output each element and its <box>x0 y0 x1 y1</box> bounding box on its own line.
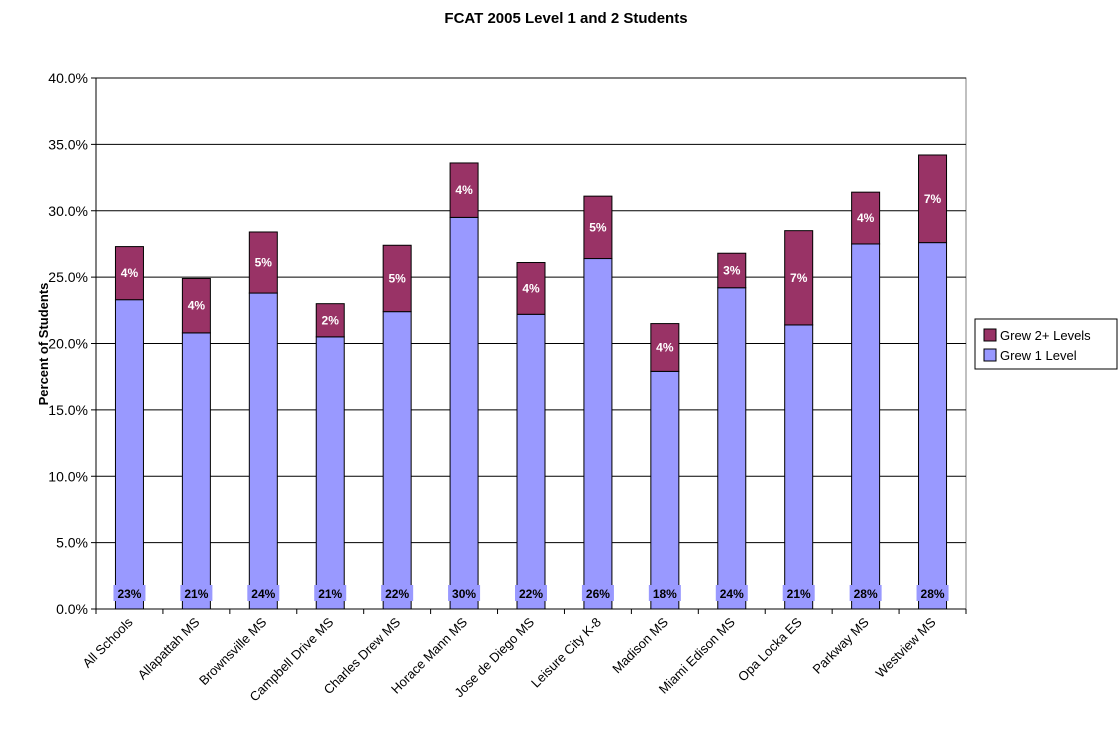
data-label-grew-1: 30% <box>452 587 476 601</box>
bar-grew-2-plus-levels <box>851 191 881 245</box>
y-tick-label: 0.0% <box>56 601 88 617</box>
bar-grew-1-level <box>784 324 814 610</box>
bar-grew-1-level <box>449 216 479 610</box>
y-tick-label: 20.0% <box>48 336 88 352</box>
legend-label: Grew 1 Level <box>1000 348 1077 363</box>
data-label-grew-1: 26% <box>586 587 610 601</box>
bar-grew-2-plus-levels <box>382 244 412 313</box>
y-tick-label: 25.0% <box>48 269 88 285</box>
y-tick-label: 40.0% <box>48 70 88 86</box>
bar-grew-2-plus-levels <box>717 252 747 289</box>
x-category-label: Westview MS <box>873 614 939 680</box>
data-label-background <box>715 585 748 601</box>
data-label-background <box>515 585 547 601</box>
x-category-label: Leisure City K-8 <box>528 615 604 691</box>
y-tick-label: 30.0% <box>48 203 88 219</box>
data-label-background <box>581 585 614 601</box>
data-label-grew-1: 24% <box>720 587 744 601</box>
chart-title: FCAT 2005 Level 1 and 2 Students <box>444 10 687 27</box>
data-label-grew-2-plus: 4% <box>455 183 473 197</box>
x-category-label: All Schools <box>80 614 136 670</box>
data-label-grew-1: 28% <box>854 587 878 601</box>
data-label-background <box>381 585 414 601</box>
bar-grew-2-plus-levels <box>449 162 479 218</box>
bar-grew-2-plus-levels <box>248 231 278 294</box>
bar-grew-2-plus-levels <box>583 195 613 260</box>
data-label-grew-2-plus: 5% <box>388 271 406 285</box>
data-label-background <box>849 585 882 601</box>
data-label-grew-1: 21% <box>184 587 208 601</box>
data-label-grew-2-plus: 3% <box>723 263 741 277</box>
x-category-label: Allapattah MS <box>135 614 203 682</box>
data-label-background <box>448 585 481 601</box>
plot-area: 0.0% 5.0% 10.0% 15.0% 20.0% 25.0% 30.0% 35.0% 40… <box>48 70 967 704</box>
data-label-background <box>782 585 815 601</box>
y-tick-label: 5.0% <box>56 535 88 551</box>
bar-grew-1-level <box>918 242 948 610</box>
bar-grew-2-plus-levels <box>181 277 211 334</box>
data-label-grew-2-plus: 4% <box>656 340 674 354</box>
bar-grew-1-level <box>650 370 680 610</box>
data-label-grew-1: 21% <box>787 587 811 601</box>
bar-grew-2-plus-levels <box>784 230 814 326</box>
x-category-label: Madison MS <box>609 614 671 676</box>
legend: Grew 2+ Levels Grew 1 Level <box>974 318 1118 370</box>
y-tick-label: 10.0% <box>48 468 88 484</box>
legend-swatch-grew-2-plus <box>983 328 997 342</box>
x-category-label: Parkway MS <box>810 614 872 676</box>
data-label-background <box>916 585 949 601</box>
bar-grew-1-level <box>181 332 211 610</box>
data-label-grew-1: 24% <box>251 587 275 601</box>
bar-grew-2-plus-levels <box>315 303 345 338</box>
bar-grew-1-level <box>851 243 881 610</box>
data-label-grew-2-plus: 7% <box>924 192 942 206</box>
data-label-grew-2-plus: 4% <box>522 281 540 295</box>
legend-swatch-grew-1 <box>983 348 997 362</box>
bar-grew-1-level <box>382 311 412 610</box>
data-label-grew-2-plus: 5% <box>255 256 273 270</box>
bar-grew-1-level <box>114 299 144 610</box>
bar-grew-2-plus-levels <box>516 262 546 315</box>
data-label-grew-1: 18% <box>653 587 677 601</box>
data-label-grew-2-plus: 4% <box>857 211 875 225</box>
data-label-background <box>113 585 146 601</box>
legend-label: Grew 2+ Levels <box>1000 328 1091 343</box>
data-label-background <box>247 585 280 601</box>
legend-box <box>974 318 1118 370</box>
data-label-grew-2-plus: 5% <box>589 220 607 234</box>
data-label-grew-1: 21% <box>318 587 342 601</box>
bar-grew-2-plus-levels <box>918 154 948 244</box>
data-label-background <box>648 585 681 601</box>
data-label-grew-2-plus: 7% <box>790 271 808 285</box>
data-label-grew-2-plus: 2% <box>322 313 340 327</box>
y-tick-label: 35.0% <box>48 136 88 152</box>
x-category-label: Brownsville MS <box>196 614 270 688</box>
y-tick-label: 15.0% <box>48 402 88 418</box>
data-label-grew-1: 22% <box>385 587 409 601</box>
bar-grew-1-level <box>248 292 278 610</box>
data-label-grew-1: 28% <box>921 587 945 601</box>
bar-grew-1-level <box>516 313 546 610</box>
bar-grew-1-level <box>583 258 613 610</box>
data-label-grew-1: 23% <box>117 587 141 601</box>
bar-grew-2-plus-levels <box>650 323 680 372</box>
y-axis-title: Percent of Students <box>36 283 51 406</box>
data-label-grew-2-plus: 4% <box>188 299 206 313</box>
bar-grew-2-plus-levels <box>114 246 144 301</box>
x-category-label: Opa Locka ES <box>735 614 805 684</box>
bar-grew-1-level <box>315 336 345 610</box>
data-label-grew-1: 22% <box>519 587 543 601</box>
data-label-background <box>314 585 347 601</box>
data-label-background <box>180 585 213 601</box>
data-label-grew-2-plus: 4% <box>121 266 139 280</box>
bar-grew-1-level <box>717 287 747 610</box>
